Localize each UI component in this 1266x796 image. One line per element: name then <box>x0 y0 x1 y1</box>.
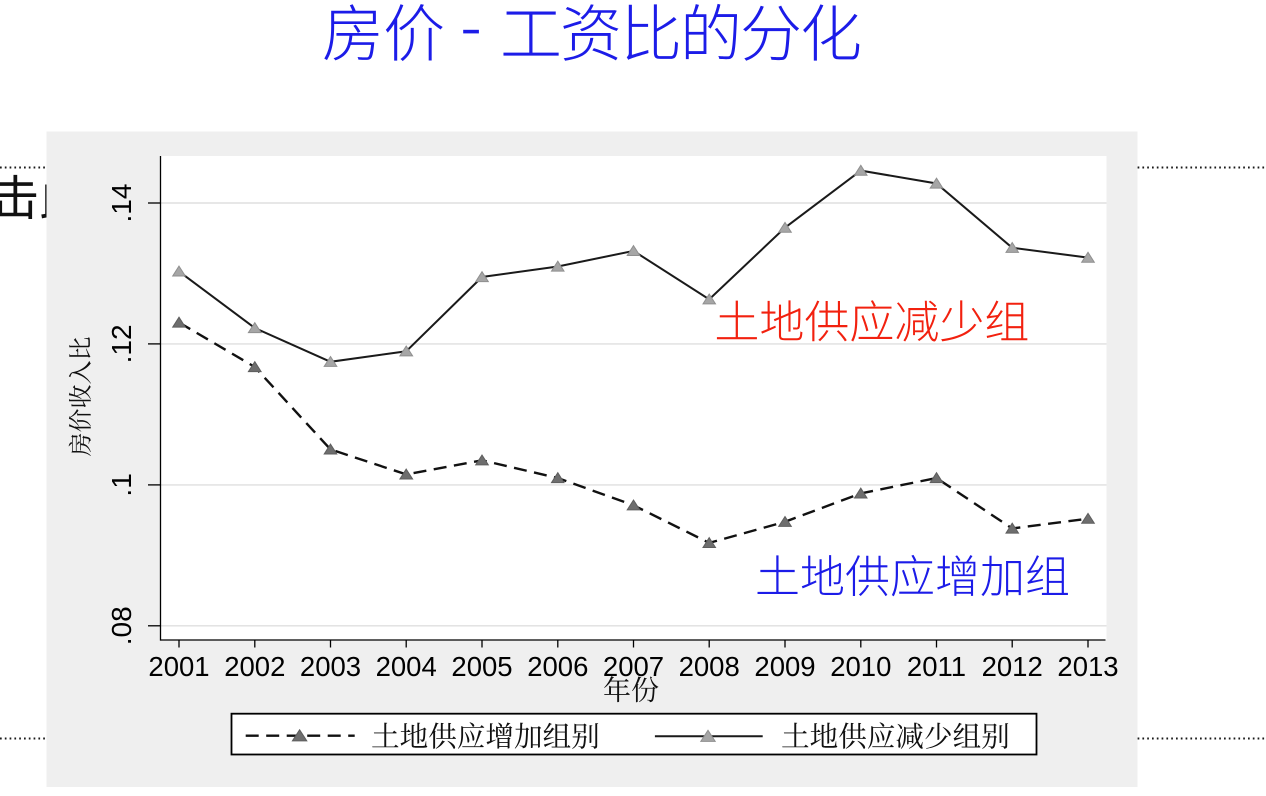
svg-text:.1: .1 <box>106 473 137 496</box>
svg-text:2006: 2006 <box>527 651 588 682</box>
svg-text:2013: 2013 <box>1057 651 1118 682</box>
svg-text:2007: 2007 <box>603 651 664 682</box>
svg-text:2001: 2001 <box>148 651 209 682</box>
svg-text:2009: 2009 <box>754 651 815 682</box>
svg-text:2010: 2010 <box>830 651 891 682</box>
svg-text:2002: 2002 <box>224 651 285 682</box>
svg-text:.08: .08 <box>106 606 137 645</box>
svg-text:.12: .12 <box>106 324 137 363</box>
svg-text:2008: 2008 <box>679 651 740 682</box>
svg-text:2004: 2004 <box>376 651 437 682</box>
svg-text:2011: 2011 <box>907 651 966 682</box>
svg-text:2005: 2005 <box>451 651 512 682</box>
svg-text:2012: 2012 <box>982 651 1043 682</box>
svg-text:.14: .14 <box>106 184 137 223</box>
svg-text:2003: 2003 <box>300 651 361 682</box>
